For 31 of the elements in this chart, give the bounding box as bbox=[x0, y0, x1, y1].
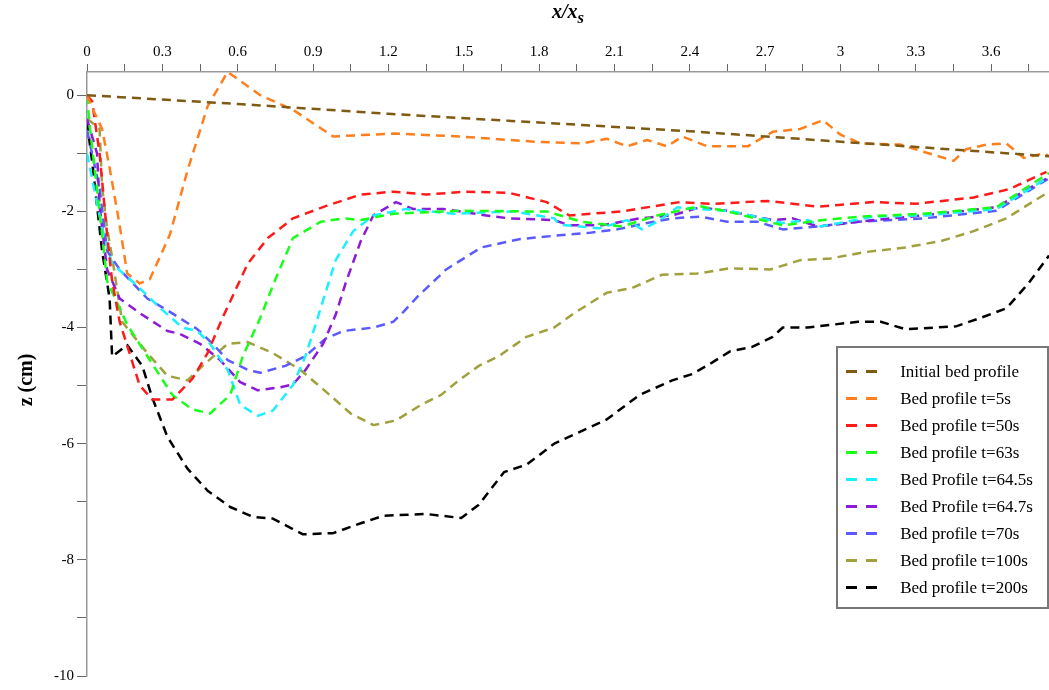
x-tick-label: 1.8 bbox=[529, 42, 549, 59]
legend-label: Bed profile t=5s bbox=[900, 388, 1011, 409]
legend-label: Bed Profile t=64.5s bbox=[900, 469, 1033, 490]
line-series bbox=[87, 93, 1049, 158]
legend-label: Bed Profile t=64.7s bbox=[900, 496, 1033, 517]
legend-label: Bed profile t=50s bbox=[900, 415, 1020, 436]
y-axis-title: z (cm) bbox=[13, 353, 37, 407]
legend-label: Bed profile t=63s bbox=[900, 442, 1020, 463]
legend-label: Initial bed profile bbox=[900, 361, 1020, 382]
x-tick-label: 3 bbox=[836, 42, 845, 59]
x-tick-label: 1.2 bbox=[379, 42, 398, 59]
x-tick-label: 1.5 bbox=[454, 42, 474, 59]
legend-label: Bed profile t=70s bbox=[900, 523, 1020, 544]
x-tick-label: 0.9 bbox=[303, 42, 323, 59]
y-tick-label: -8 bbox=[61, 550, 74, 567]
x-tick-label: 2.1 bbox=[605, 42, 624, 59]
x-tick-label: 3.6 bbox=[981, 42, 1002, 59]
y-tick-label: -2 bbox=[61, 202, 74, 219]
legend-label: Bed profile t=100s bbox=[900, 550, 1028, 571]
x-tick-label: 2.7 bbox=[755, 42, 776, 59]
x-tick-label: 0.3 bbox=[152, 42, 172, 59]
y-tick-label: 0 bbox=[66, 86, 74, 103]
legend-label: Bed profile t=200s bbox=[900, 577, 1028, 598]
y-tick-label: -10 bbox=[54, 666, 74, 683]
x-axis-title: x/x$_{s}$ bbox=[550, 0, 585, 28]
x-tick-label: 2.4 bbox=[680, 42, 700, 59]
y-tick-label: -6 bbox=[61, 434, 75, 451]
y-tick-label: -4 bbox=[61, 318, 75, 335]
x-tick-label: 3.3 bbox=[906, 42, 926, 59]
x-tick-label: 0.6 bbox=[228, 42, 248, 59]
x-tick-label: 0 bbox=[83, 42, 91, 59]
